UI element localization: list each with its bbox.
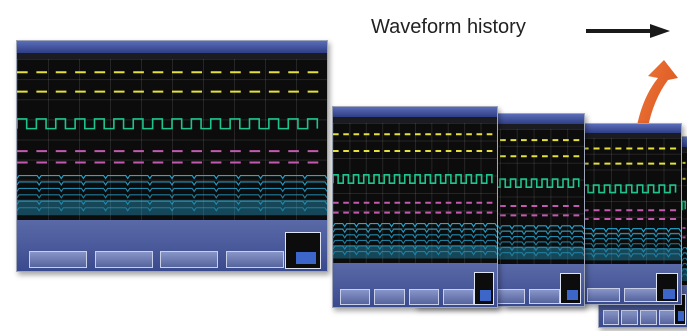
frame-channel-tabs	[333, 117, 497, 123]
frame-button-row	[29, 250, 284, 269]
knob-indicator	[566, 290, 578, 301]
trace-bus-fill	[17, 199, 327, 216]
frame-button-row	[602, 310, 676, 325]
panel-button	[160, 250, 219, 269]
frame-knob-panel	[656, 272, 678, 303]
trace-bus	[17, 174, 327, 180]
trace-bus	[17, 187, 327, 193]
frame-channel-tabs	[416, 123, 584, 130]
trace-bus	[333, 228, 497, 234]
frame-channel-tabs	[17, 52, 327, 60]
frame-title-bar	[17, 41, 327, 53]
panel-button	[94, 250, 153, 269]
trace-bus	[17, 181, 327, 186]
knob-indicator	[480, 290, 491, 302]
trace-bus	[17, 207, 327, 212]
frame-channel-tabs	[506, 133, 681, 139]
panel-button	[29, 250, 88, 269]
oscilloscope-frame	[332, 106, 498, 308]
waveform-history-caption: Waveform history	[371, 16, 526, 38]
trace-bus	[333, 223, 497, 228]
frame-control-panel	[17, 220, 327, 271]
waveform-screen	[17, 59, 327, 221]
frame-knob-panel	[284, 231, 321, 269]
trace-bus	[333, 234, 497, 239]
knob-indicator	[678, 311, 685, 322]
frame-knob-panel	[560, 272, 581, 305]
frame-title-bar	[416, 114, 584, 124]
trace-bus	[17, 194, 327, 199]
right-arrow-icon	[586, 24, 670, 38]
trace-bus	[333, 251, 497, 256]
panel-button	[602, 310, 620, 325]
panel-button	[408, 289, 440, 305]
panel-button	[640, 310, 657, 325]
panel-button	[374, 289, 405, 305]
panel-button	[339, 289, 371, 305]
waveform-traces	[17, 71, 327, 216]
waveform-traces	[333, 133, 497, 259]
waveform-screen	[333, 123, 497, 263]
trace-bus	[333, 239, 497, 245]
panel-button	[225, 250, 284, 269]
trace-bus	[17, 200, 327, 206]
trace-bus	[333, 245, 497, 250]
panel-button	[443, 289, 475, 305]
panel-button	[529, 289, 561, 304]
frame-control-panel	[333, 263, 497, 307]
knob-indicator	[295, 252, 317, 265]
trace-square-wave	[333, 174, 493, 184]
panel-button	[623, 288, 657, 303]
panel-button	[586, 288, 620, 303]
trace-bus-fill	[333, 245, 497, 259]
frame-button-row	[339, 289, 475, 305]
trace-square-wave	[17, 118, 319, 130]
knob-indicator	[663, 288, 675, 299]
oscilloscope-frame	[16, 40, 328, 272]
frame-knob-panel	[473, 272, 494, 306]
frame-title-bar	[506, 124, 681, 133]
frame-title-bar	[333, 107, 497, 117]
panel-button	[621, 310, 638, 325]
